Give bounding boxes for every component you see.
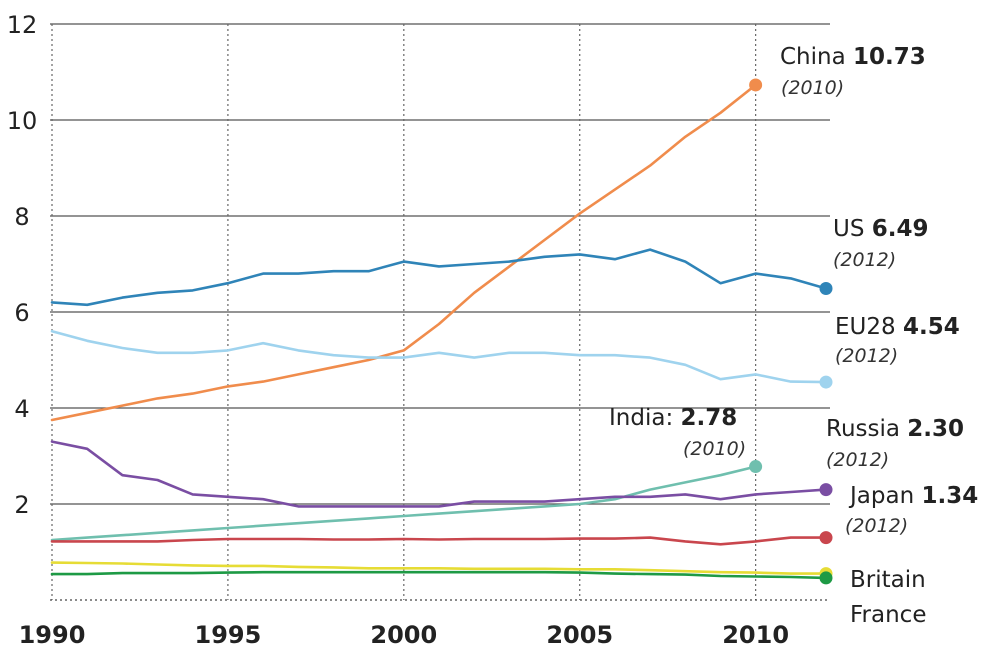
x-tick-label-2010: 2010 — [722, 621, 789, 649]
series-end-point-india — [749, 460, 763, 474]
france-label: France — [850, 602, 926, 628]
japan-label: Japan 1.34 — [848, 483, 978, 509]
eu28-label: EU28 4.54 — [835, 314, 960, 340]
series-lines — [50, 83, 828, 580]
y-tick-label-10: 10 — [7, 107, 38, 135]
series-line-eu28 — [50, 329, 828, 384]
x-axis-ticks: 1990 1995 2000 2005 2010 — [19, 621, 789, 649]
series-line-russia — [50, 440, 828, 508]
series-end-point-china — [749, 78, 763, 92]
russia-year: (2012) — [826, 449, 889, 471]
series-line-britain — [50, 561, 828, 575]
series-line-us — [50, 248, 828, 307]
india-year: (2010) — [683, 438, 746, 460]
y-tick-label-2: 2 — [14, 491, 29, 519]
us-label: US 6.49 — [833, 216, 929, 242]
india-label: India: 2.78 — [609, 405, 737, 431]
y-axis-ticks: 2 4 6 8 10 12 — [7, 11, 38, 519]
series-line-china — [50, 83, 757, 422]
series-line-india — [50, 465, 757, 542]
china-year: (2010) — [781, 77, 844, 99]
series-end-point-france — [819, 571, 833, 585]
x-tick-label-2005: 2005 — [546, 621, 613, 649]
series-end-point-us — [819, 281, 833, 295]
eu28-year: (2012) — [835, 345, 898, 367]
series-end-point-russia — [819, 483, 833, 497]
x-tick-label-1995: 1995 — [195, 621, 262, 649]
russia-label: Russia 2.30 — [826, 416, 964, 442]
china-label: China 10.73 — [780, 44, 926, 70]
y-tick-label-8: 8 — [14, 203, 29, 231]
x-tick-label-2000: 2000 — [370, 621, 437, 649]
y-tick-label-12: 12 — [7, 11, 38, 39]
series-line-japan — [50, 536, 828, 546]
series-line-france — [50, 570, 828, 580]
japan-year: (2012) — [845, 515, 908, 537]
series-end-markers — [749, 78, 833, 585]
us-year: (2012) — [833, 249, 896, 271]
series-end-point-eu28 — [819, 375, 833, 389]
britain-label: Britain — [850, 567, 926, 593]
x-tick-label-1990: 1990 — [19, 621, 86, 649]
y-tick-label-6: 6 — [14, 299, 29, 327]
y-tick-label-4: 4 — [14, 395, 29, 423]
series-end-point-japan — [819, 531, 833, 545]
